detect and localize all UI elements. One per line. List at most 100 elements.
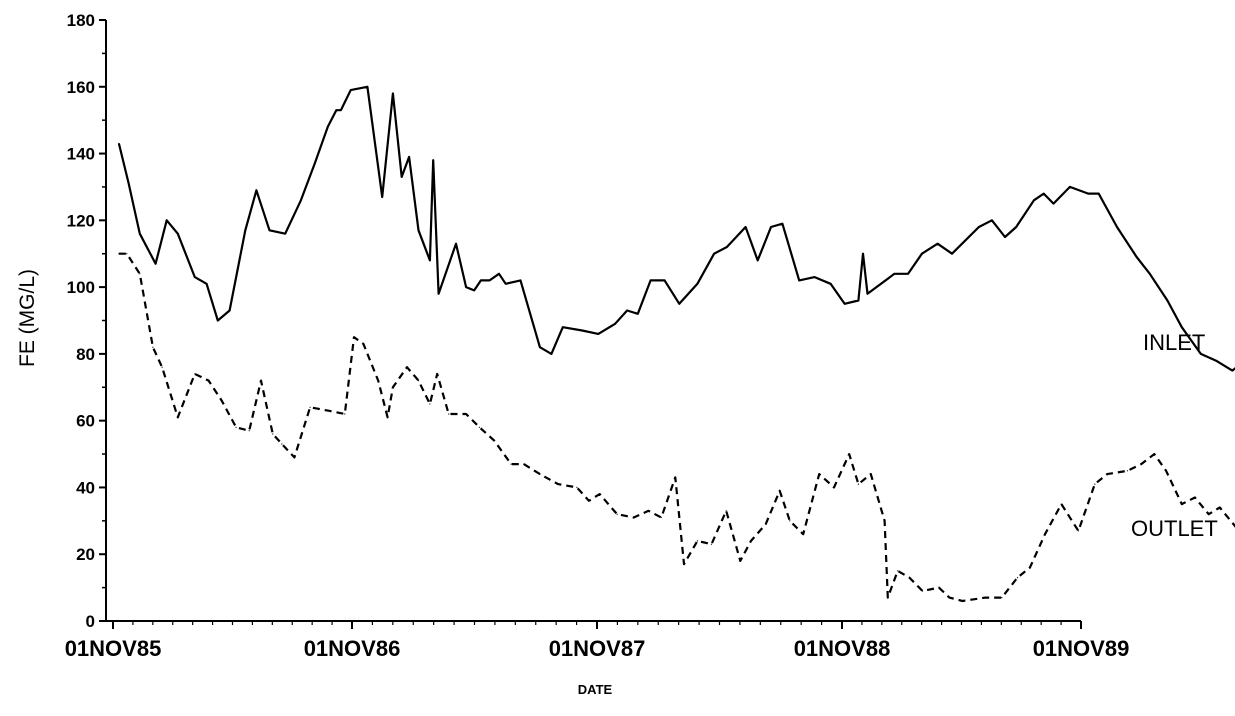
y-tick-label: 60 (76, 412, 95, 431)
data-point (683, 563, 685, 565)
data-point (1069, 186, 1071, 188)
data-point (798, 279, 800, 281)
data-point (1219, 506, 1221, 509)
series-points-outlet (118, 253, 1221, 602)
data-point (300, 199, 302, 201)
data-point (350, 89, 352, 91)
data-point (505, 283, 507, 285)
data-point (862, 253, 864, 255)
data-point (866, 293, 869, 295)
data-point (938, 587, 940, 589)
data-point (848, 453, 850, 455)
data-point (1098, 193, 1100, 195)
data-point (1194, 496, 1196, 499)
data-point (139, 273, 141, 275)
data-point (465, 413, 467, 415)
x-tick-label: 01NOV89 (1033, 636, 1130, 661)
data-point (830, 283, 832, 285)
data-point (327, 126, 329, 128)
data-point (161, 366, 163, 368)
data-point (248, 430, 250, 432)
data-point (664, 279, 666, 281)
data-point (152, 346, 154, 348)
data-point (381, 196, 383, 198)
data-point (478, 426, 481, 428)
data-point (725, 510, 727, 512)
data-point (857, 483, 860, 485)
data-point (118, 142, 120, 145)
data-point (937, 243, 939, 245)
data-point (392, 92, 394, 95)
data-point (1181, 503, 1183, 505)
data-point (921, 590, 924, 592)
data-point (1136, 256, 1138, 258)
data-point (781, 223, 784, 225)
data-point (1149, 273, 1151, 275)
y-tick-label: 20 (76, 545, 95, 564)
data-point (770, 226, 772, 228)
y-tick-label: 120 (67, 211, 95, 230)
data-point (951, 253, 953, 255)
data-point (637, 313, 639, 315)
data-point (194, 373, 196, 375)
data-point (244, 229, 246, 231)
data-point (857, 299, 860, 302)
data-point (417, 229, 420, 231)
data-point (377, 380, 379, 382)
data-point (818, 473, 820, 475)
data-point (978, 226, 980, 228)
data-point (436, 373, 438, 375)
data-point (126, 253, 128, 255)
data-point (362, 343, 364, 345)
data-point (1016, 577, 1019, 579)
data-point (650, 279, 652, 281)
data-point (726, 246, 728, 248)
data-point (510, 463, 512, 465)
data-point (562, 326, 564, 328)
axes: 0 20 40 60 80 100 120 140 160 180 01NOV85 01NOV86 01… (65, 11, 1130, 661)
data-point (921, 253, 923, 255)
x-tick-label: 01NOV88 (794, 636, 891, 661)
data-point (217, 319, 219, 322)
data-point (908, 577, 911, 579)
data-point (674, 476, 676, 478)
data-point (221, 400, 223, 402)
data-point (344, 413, 346, 415)
data-point (893, 273, 896, 275)
data-point (387, 416, 389, 418)
data-point (480, 279, 482, 281)
data-point (779, 490, 781, 492)
data-point (448, 413, 450, 415)
data-point (177, 416, 179, 418)
data-point (1208, 513, 1210, 515)
data-point (1126, 470, 1129, 472)
data-point (757, 259, 759, 261)
data-point (335, 109, 337, 111)
data-point (281, 443, 283, 445)
x-axis-title: DATE (578, 682, 613, 697)
data-point (626, 309, 628, 312)
data-point (406, 366, 408, 368)
data-point (789, 520, 791, 522)
y-axis-title: FE (MG/L) (16, 269, 39, 367)
data-point (1015, 226, 1017, 228)
series-points-inlet (118, 86, 1233, 372)
data-point (429, 259, 431, 261)
data-point (235, 426, 237, 428)
data-point (489, 279, 491, 281)
data-point (844, 303, 846, 305)
data-point (576, 486, 578, 488)
data-point (696, 283, 699, 285)
data-point (1106, 473, 1108, 475)
data-point (206, 283, 208, 285)
data-point (194, 276, 196, 278)
data-point (1094, 483, 1096, 485)
data-point (208, 380, 210, 382)
data-point (1029, 567, 1031, 569)
data-point (417, 380, 420, 382)
data-point (814, 276, 816, 278)
y-tick-label: 100 (67, 278, 95, 297)
data-point (599, 493, 601, 495)
data-point (984, 597, 987, 599)
data-point (465, 286, 467, 288)
